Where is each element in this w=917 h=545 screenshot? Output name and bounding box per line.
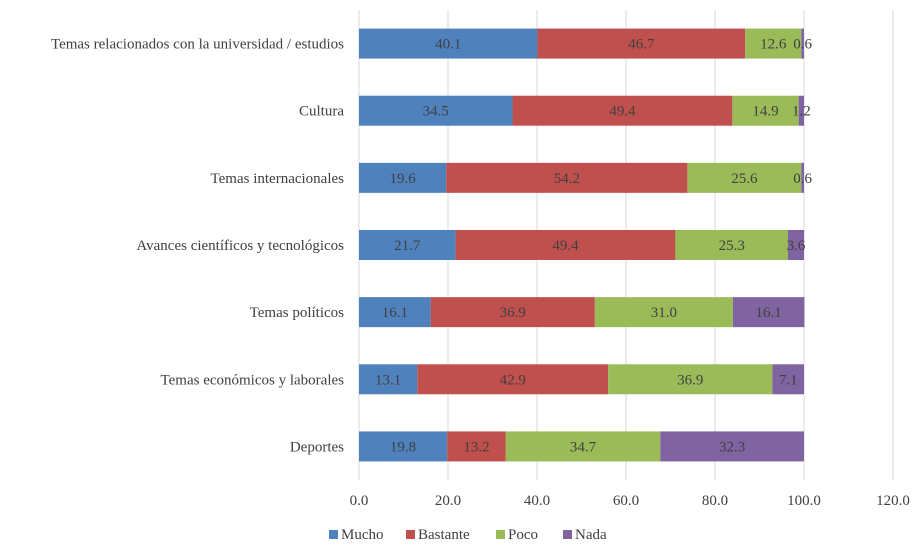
bar-segment-nada <box>772 364 804 395</box>
bar-segment-nada <box>801 162 804 193</box>
data-label: 49.4 <box>609 104 636 120</box>
bar-segment-bastante <box>446 162 688 193</box>
data-label: 54.2 <box>554 171 580 187</box>
bar-segment-bastante <box>537 28 746 59</box>
data-label: 13.2 <box>463 439 489 455</box>
category-label: Temas económicos y laborales <box>161 372 345 388</box>
bar-segment-bastante <box>455 230 676 260</box>
data-label: 49.4 <box>552 238 579 254</box>
bar-segment-poco <box>594 297 733 328</box>
bar-segment-mucho <box>359 230 456 260</box>
x-tick-label: 100.0 <box>787 493 821 509</box>
bars: 40.1 46.7 12.6 0.6 34.5 49.4 14.9 1.2 19.6 54.2 25… <box>359 28 813 462</box>
bar-segment-mucho <box>359 162 447 193</box>
legend-label: Poco <box>508 527 538 543</box>
legend-swatch-poco <box>496 530 505 539</box>
x-tick-label: 80.0 <box>702 493 728 509</box>
legend-swatch-bastante <box>406 530 415 539</box>
bar-segment-nada <box>798 95 804 126</box>
data-label: 25.3 <box>719 238 745 254</box>
data-label: 25.6 <box>731 171 758 187</box>
category-label: Deportes <box>290 439 344 455</box>
bar-segment-nada <box>787 230 804 260</box>
bar-segment-mucho <box>359 297 431 328</box>
data-label: 19.8 <box>390 439 416 455</box>
bar-segment-bastante <box>430 297 595 328</box>
data-label: 36.9 <box>500 305 526 321</box>
bar-segment-poco <box>675 230 788 260</box>
data-label: 0.6 <box>793 37 812 53</box>
legend-swatch-mucho <box>329 530 338 539</box>
x-tick-label: 40.0 <box>524 493 550 509</box>
data-label: 1.2 <box>792 104 811 120</box>
bar-segment-poco <box>745 28 802 59</box>
data-label: 34.5 <box>423 104 449 120</box>
data-label: 13.1 <box>375 372 401 388</box>
bar-segment-mucho <box>359 431 448 462</box>
bar-segment-poco <box>732 95 799 126</box>
bar-segment-nada <box>732 297 805 328</box>
x-axis-ticks: 0.0 20.0 40.0 60.0 80.0 100.0 120.0 <box>350 493 910 509</box>
bar-segment-mucho <box>359 28 538 59</box>
data-label: 16.1 <box>382 305 408 321</box>
data-label: 31.0 <box>651 305 677 321</box>
bar-segment-nada <box>801 28 804 59</box>
bar-segment-poco <box>608 364 773 395</box>
bar-segment-bastante <box>417 364 609 395</box>
data-label: 21.7 <box>394 238 421 254</box>
bar-segment-poco <box>505 431 661 462</box>
data-label: 42.9 <box>500 372 526 388</box>
data-label: 34.7 <box>570 439 597 455</box>
data-label: 19.6 <box>389 171 416 187</box>
legend-label: Bastante <box>418 527 470 543</box>
category-label: Temas políticos <box>250 305 345 321</box>
data-label: 36.9 <box>677 372 703 388</box>
legend-label: Nada <box>575 527 607 543</box>
data-label: 16.1 <box>755 305 781 321</box>
data-label: 3.6 <box>787 238 806 254</box>
bar-segment-mucho <box>359 364 418 395</box>
bar-segment-mucho <box>359 95 513 126</box>
legend: Mucho Bastante Poco Nada <box>329 527 607 543</box>
category-label: Cultura <box>299 104 344 120</box>
x-tick-label: 120.0 <box>876 493 910 509</box>
bar-segment-nada <box>660 431 804 462</box>
data-label: 12.6 <box>760 37 787 53</box>
category-label: Avances científicos y tecnológicos <box>136 238 344 254</box>
x-tick-label: 60.0 <box>613 493 639 509</box>
legend-label: Mucho <box>341 527 384 543</box>
data-label: 40.1 <box>435 37 461 53</box>
category-labels: Temas relacionados con la universidad / … <box>51 37 344 456</box>
category-label: Temas internacionales <box>211 171 345 187</box>
x-tick-label: 20.0 <box>435 493 461 509</box>
data-label: 14.9 <box>752 104 778 120</box>
data-label: 46.7 <box>628 37 655 53</box>
bar-segment-bastante <box>512 95 733 126</box>
category-label: Temas relacionados con la universidad / … <box>51 37 344 53</box>
bar-segment-bastante <box>447 431 506 462</box>
data-label: 32.3 <box>719 439 745 455</box>
data-label: 0.6 <box>793 171 812 187</box>
legend-swatch-nada <box>563 530 572 539</box>
data-label: 7.1 <box>779 372 798 388</box>
x-tick-label: 0.0 <box>350 493 369 509</box>
bar-segment-poco <box>687 162 802 193</box>
